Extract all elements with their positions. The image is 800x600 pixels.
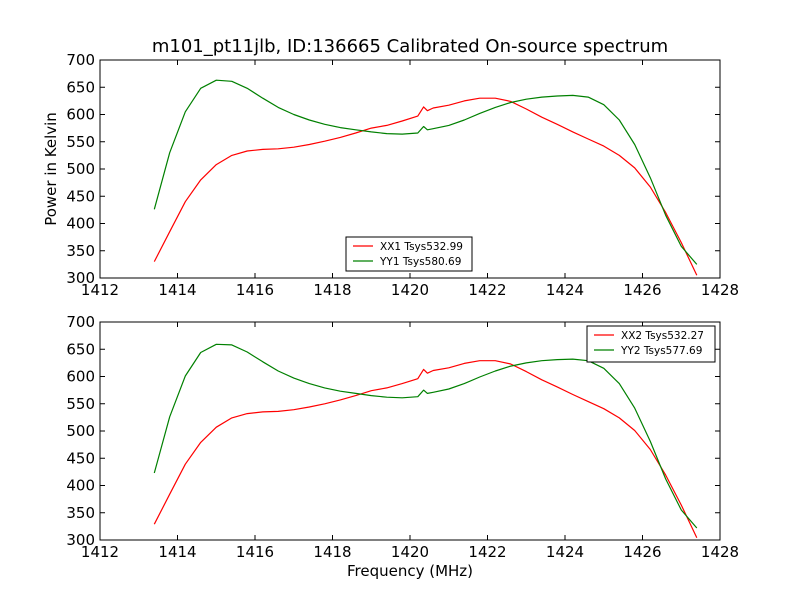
x-tick-label: 1414 (158, 543, 196, 561)
y-tick-label: 300 (66, 531, 95, 549)
legend-label: YY2 Tsys577.69 (620, 345, 702, 357)
x-tick-label: 1424 (546, 281, 584, 299)
x-tick-label: 1422 (468, 281, 506, 299)
y-tick-label: 600 (66, 106, 95, 124)
series-line-yy (153, 79, 698, 265)
x-tick-label: 1414 (158, 281, 196, 299)
y-tick-label: 400 (66, 477, 95, 495)
y-tick-label: 450 (66, 449, 95, 467)
y-tick-label: 300 (66, 269, 95, 287)
y-tick-label: 400 (66, 215, 95, 233)
series-line-xx (153, 360, 698, 539)
y-tick-label: 650 (66, 78, 95, 96)
x-tick-label: 1424 (546, 543, 584, 561)
x-tick-label: 1422 (468, 543, 506, 561)
x-tick-label: 1418 (313, 281, 351, 299)
x-axis-label: Frequency (MHz) (347, 562, 473, 580)
x-tick-label: 1428 (701, 543, 739, 561)
y-tick-label: 350 (66, 504, 95, 522)
x-tick-label: 1428 (701, 281, 739, 299)
x-tick-label: 1412 (81, 543, 119, 561)
bottom-panel: 1412 1414 1416 1418 1420 1422 1424 1426 1428 300 3… (66, 313, 739, 561)
x-tick-label: 1416 (236, 543, 274, 561)
x-tick-label: 1412 (81, 281, 119, 299)
y-axis-label: Power in Kelvin (42, 112, 60, 226)
legend-label: YY1 Tsys580.69 (379, 256, 461, 268)
series-line-yy (153, 343, 698, 529)
x-tick-label: 1426 (623, 543, 661, 561)
y-tick-label: 700 (66, 51, 95, 69)
y-tick-label: 650 (66, 340, 95, 358)
x-tick-label: 1426 (623, 281, 661, 299)
top-panel: 1412 1414 1416 1418 1420 1422 1424 1426 1428 300 3… (66, 51, 739, 299)
x-tick-label: 1416 (236, 281, 274, 299)
y-tick-label: 500 (66, 422, 95, 440)
legend-label: XX1 Tsys532.99 (380, 241, 463, 253)
x-tick-label: 1420 (391, 281, 429, 299)
x-tick-label: 1418 (313, 543, 351, 561)
x-tick-label: 1420 (391, 543, 429, 561)
legend-box (586, 325, 716, 363)
legend-box (345, 236, 473, 272)
y-tick-label: 350 (66, 242, 95, 260)
figure-title: m101_pt11jlb, ID:136665 Calibrated On-so… (152, 36, 668, 57)
legend-label: XX2 Tsys532.27 (621, 330, 704, 342)
series-line-xx (153, 97, 698, 276)
y-tick-label: 700 (66, 313, 95, 331)
y-tick-label: 500 (66, 160, 95, 178)
y-tick-label: 450 (66, 187, 95, 205)
y-tick-label: 550 (66, 133, 95, 151)
y-tick-label: 600 (66, 368, 95, 386)
y-tick-label: 550 (66, 395, 95, 413)
